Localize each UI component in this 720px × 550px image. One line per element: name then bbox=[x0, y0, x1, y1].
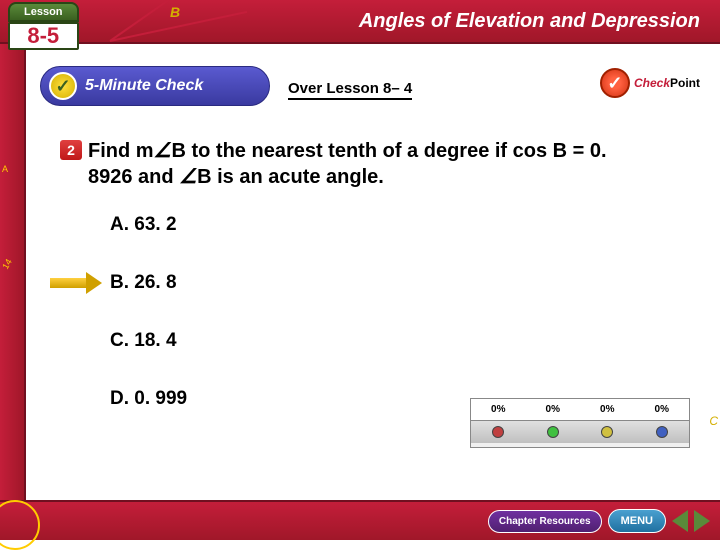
strip-mark-a: A bbox=[2, 164, 8, 174]
poll-dot-b bbox=[547, 426, 559, 438]
strip-mark-14: 14 bbox=[0, 257, 14, 271]
bottom-nav-bar: Chapter Resources MENU bbox=[0, 500, 720, 540]
poll-chart: 0% 0% 0% 0% bbox=[470, 398, 690, 448]
poll-pct-b: 0% bbox=[526, 399, 581, 420]
poll-dot-a bbox=[492, 426, 504, 438]
poll-percents-row: 0% 0% 0% 0% bbox=[471, 399, 689, 421]
chapter-resources-button[interactable]: Chapter Resources bbox=[488, 510, 602, 533]
right-mark-c: C bbox=[709, 414, 718, 428]
q-part1: Find m bbox=[88, 140, 154, 162]
choice-a[interactable]: A. 63. 2 bbox=[110, 214, 187, 236]
choice-d[interactable]: D. 0. 999 bbox=[110, 388, 187, 410]
question-text: Find m∠B to the nearest tenth of a degre… bbox=[88, 138, 648, 190]
question-number-badge: 2 bbox=[60, 140, 82, 160]
poll-pct-d: 0% bbox=[635, 399, 690, 420]
checkpoint-icon: ✓ bbox=[600, 68, 630, 98]
next-arrow-button[interactable] bbox=[694, 510, 710, 532]
angle-symbol-2: ∠ bbox=[179, 166, 197, 188]
poll-dots-row bbox=[471, 421, 689, 443]
check-icon: ✓ bbox=[49, 72, 77, 100]
content-area: ✓ 5-Minute Check Over Lesson 8– 4 ✓ Chec… bbox=[26, 44, 720, 500]
choice-c[interactable]: C. 18. 4 bbox=[110, 330, 187, 352]
poll-pct-c: 0% bbox=[580, 399, 635, 420]
checkpoint-text: CheckPoint bbox=[634, 76, 700, 90]
lesson-number: 8-5 bbox=[8, 22, 79, 50]
q-part3: B is an acute angle. bbox=[197, 166, 384, 188]
angle-symbol-1: ∠ bbox=[154, 140, 172, 162]
checkpoint-check: Check bbox=[634, 76, 670, 90]
lesson-badge: Lesson 8-5 bbox=[8, 2, 79, 50]
header-accent-letter: B bbox=[170, 4, 180, 20]
poll-pct-a: 0% bbox=[471, 399, 526, 420]
header-bar: Lesson 8-5 B Angles of Elevation and Dep… bbox=[0, 0, 720, 44]
menu-button[interactable]: MENU bbox=[608, 509, 666, 533]
choice-b[interactable]: B. 26. 8 bbox=[110, 272, 187, 294]
correct-answer-arrow-icon bbox=[50, 272, 102, 294]
five-minute-check-pill: ✓ 5-Minute Check bbox=[40, 66, 270, 106]
prev-arrow-button[interactable] bbox=[672, 510, 688, 532]
over-lesson-label: Over Lesson 8– 4 bbox=[288, 80, 412, 100]
page-title: Angles of Elevation and Depression bbox=[359, 10, 700, 33]
five-minute-label: 5-Minute Check bbox=[85, 77, 203, 95]
choices-list: A. 63. 2 B. 26. 8 C. 18. 4 D. 0. 999 bbox=[110, 214, 187, 446]
bottom-circle-accent bbox=[0, 500, 40, 550]
left-decorative-strip: A 14 bbox=[0, 44, 26, 500]
poll-dot-d bbox=[656, 426, 668, 438]
checkpoint-point: Point bbox=[670, 76, 700, 90]
lesson-label: Lesson bbox=[8, 2, 79, 22]
checkpoint-badge: ✓ CheckPoint bbox=[600, 68, 700, 98]
poll-dot-c bbox=[601, 426, 613, 438]
